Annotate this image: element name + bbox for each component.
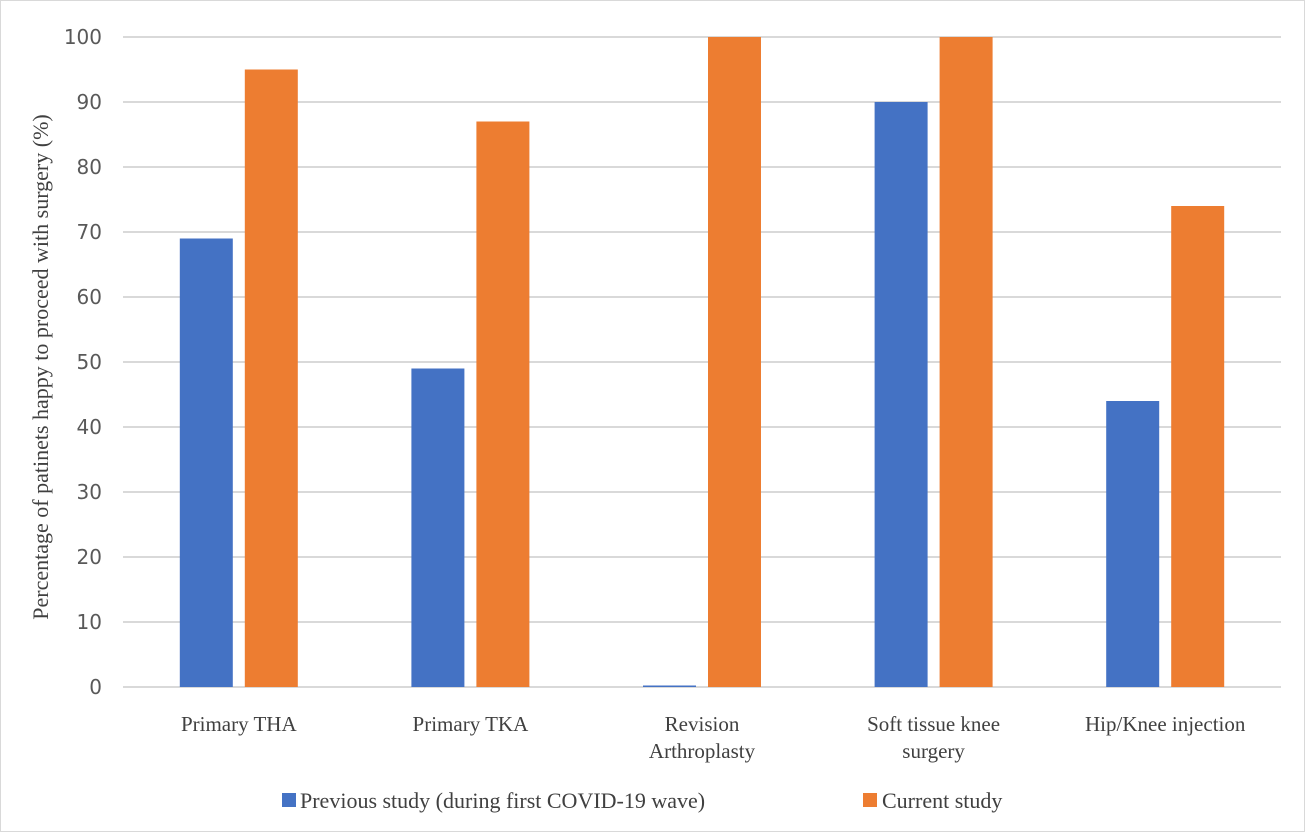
bar-series-2-cat-3 <box>708 37 761 687</box>
x-category-label: Primary THA <box>181 712 298 736</box>
y-tick-label: 30 <box>77 480 102 504</box>
bar-series-1-cat-3 <box>643 685 696 687</box>
y-axis-label: Percentage of patinets happy to proceed … <box>28 114 53 619</box>
x-category-label: Arthroplasty <box>649 739 756 763</box>
y-tick-label: 100 <box>64 25 102 49</box>
bar-series-1-cat-1 <box>179 238 233 687</box>
y-tick-label: 60 <box>77 285 102 309</box>
y-tick-label: 20 <box>77 545 102 569</box>
bar-series-2-cat-2 <box>476 121 530 687</box>
x-category-label: Revision <box>665 712 740 736</box>
y-tick-label: 40 <box>77 415 102 439</box>
x-category-label: Primary TKA <box>413 712 530 736</box>
y-tick-label: 80 <box>77 155 102 179</box>
y-tick-label: 90 <box>77 90 102 114</box>
y-axis-ticks: 0 10 20 30 40 50 60 70 80 90 100 <box>64 25 102 699</box>
bar-series-1-cat-4 <box>874 102 928 687</box>
y-tick-label: 70 <box>77 220 102 244</box>
y-tick-label: 50 <box>77 350 102 374</box>
bar-series-2-cat-5 <box>1171 206 1225 687</box>
gridlines <box>123 36 1281 688</box>
x-category-label: surgery <box>902 739 965 763</box>
bar-series-2-cat-4 <box>939 37 993 687</box>
bars <box>179 37 1225 687</box>
bar-series-2-cat-1 <box>244 69 298 687</box>
legend-swatch <box>863 793 877 807</box>
x-axis-labels: Primary THA Primary TKA Revision Arthroplas… <box>181 712 1246 763</box>
legend-swatch <box>282 793 296 807</box>
bar-series-1-cat-2 <box>411 368 465 687</box>
legend-label: Current study <box>882 788 1002 813</box>
bar-series-1-cat-5 <box>1106 401 1160 687</box>
x-category-label: Hip/Knee injection <box>1085 712 1246 736</box>
legend: Previous study (during first COVID-19 wa… <box>282 788 1002 813</box>
x-category-label: Soft tissue knee <box>867 712 1000 736</box>
y-tick-label: 0 <box>89 675 102 699</box>
legend-label: Previous study (during first COVID-19 wa… <box>300 788 705 813</box>
y-tick-label: 10 <box>77 610 102 634</box>
